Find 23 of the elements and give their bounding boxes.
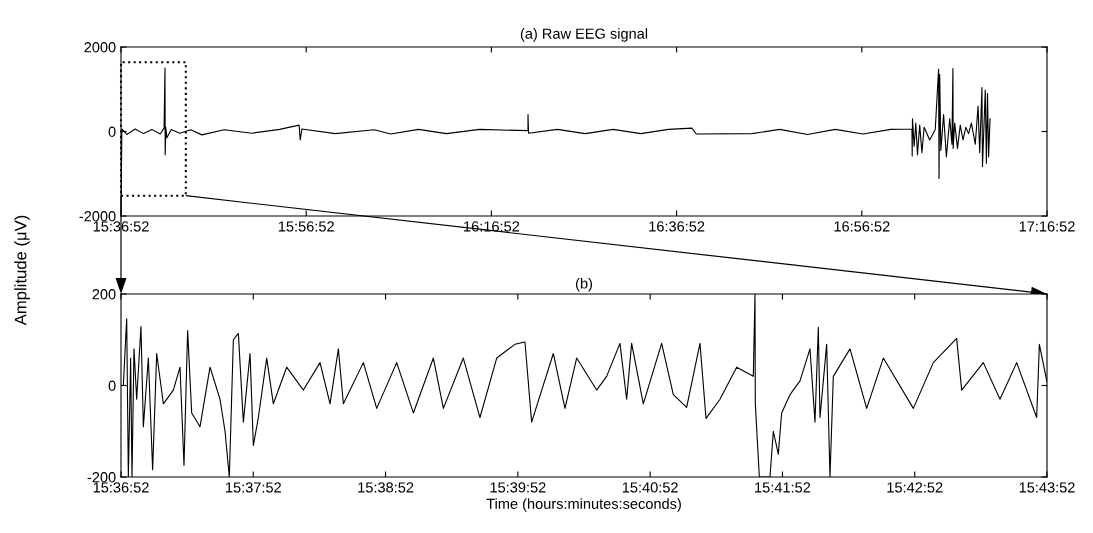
x-tick-label: 15:37:52: [226, 482, 281, 493]
x-tick-label: 16:56:52: [834, 221, 890, 232]
x-tick-label: 15:40:52: [622, 482, 678, 493]
x-tick-label: 15:39:52: [490, 482, 546, 493]
chart-title: (a) Raw EEG signal: [520, 28, 648, 42]
x-tick-label: 15:36:52: [93, 482, 149, 493]
x-tick-label: 15:38:52: [358, 482, 414, 493]
chart-title: (b): [575, 277, 593, 292]
y-tick-label: -2000: [79, 211, 116, 222]
x-tick-label: 17:16:52: [1019, 221, 1075, 232]
x-tick-label: 15:42:52: [887, 482, 943, 493]
y-tick-label: 0: [108, 126, 116, 137]
x-tick-label: 15:41:52: [755, 482, 811, 493]
y-tick-label: 200: [92, 289, 116, 300]
x-tick-label: 16:36:52: [649, 221, 705, 232]
y-tick-label: 2000: [84, 42, 116, 53]
x-tick-label: 15:56:52: [278, 221, 334, 232]
x-axis-title: Time (hours:minutes:seconds): [486, 498, 681, 512]
y-axis-title: Amplitude (μV): [14, 215, 30, 326]
x-tick-label: 15:43:52: [1019, 482, 1075, 493]
x-tick-label: 16:16:52: [464, 221, 520, 232]
y-tick-label: -200: [87, 472, 116, 483]
y-tick-label: 0: [108, 380, 116, 391]
